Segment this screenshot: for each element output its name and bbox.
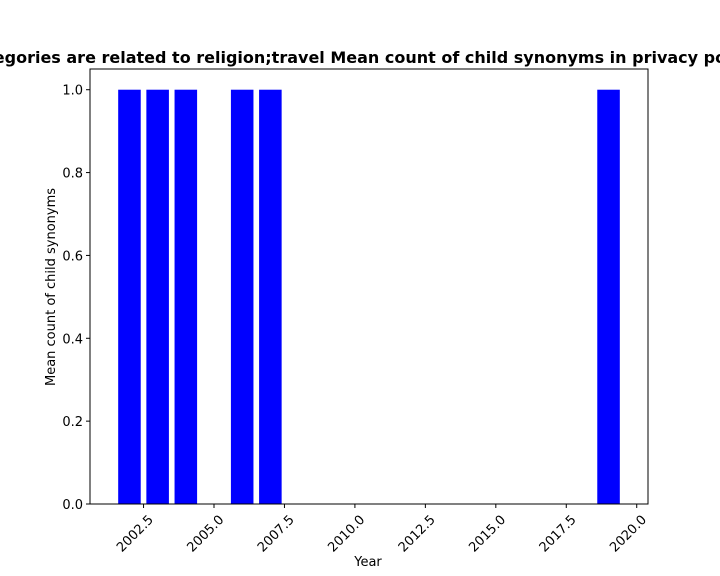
x-axis-ticks: 2002.5 2005.0 2007.5 2010.0 2012.5 2015.0 2017… <box>114 504 650 555</box>
plot-frame <box>89 68 649 505</box>
y-tick-label: 0.8 <box>62 167 83 182</box>
y-axis-ticks: 0.0 0.2 0.4 0.6 0.8 1.0 <box>62 84 90 513</box>
bar-2019 <box>597 89 620 505</box>
x-tick-label: 2020.0 <box>607 513 650 556</box>
bar-2003 <box>146 89 169 505</box>
chart-title: Categories are related to religion;trave… <box>0 48 720 67</box>
x-tick-label: 2010.0 <box>325 513 368 556</box>
x-tick-label: 2005.0 <box>184 513 227 556</box>
bars <box>118 89 620 505</box>
bar-2006 <box>230 89 254 505</box>
bar-2002 <box>118 89 141 505</box>
y-tick-label: 0.4 <box>62 332 83 347</box>
y-tick-label: 0.0 <box>62 498 83 513</box>
x-axis-label: Year <box>353 555 382 570</box>
x-tick-label: 2015.0 <box>466 513 509 556</box>
y-tick-label: 0.2 <box>62 415 83 430</box>
y-tick-label: 0.6 <box>62 249 83 264</box>
y-tick-label: 1.0 <box>62 84 83 99</box>
bar-2004 <box>174 89 198 505</box>
x-tick-label: 2002.5 <box>114 513 157 556</box>
bar-2007 <box>259 89 282 505</box>
x-tick-label: 2017.5 <box>537 513 580 556</box>
y-axis-label: Mean count of child synonyms <box>44 188 59 386</box>
x-tick-label: 2012.5 <box>396 513 439 556</box>
x-tick-label: 2007.5 <box>255 513 298 556</box>
